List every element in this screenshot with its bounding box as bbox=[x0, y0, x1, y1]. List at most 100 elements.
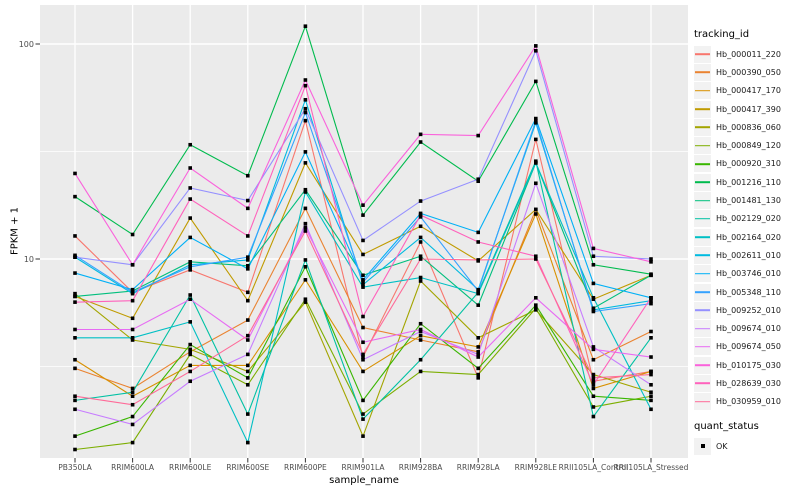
legend-key-line-icon bbox=[694, 210, 711, 228]
legend-item: Hb_009252_010 bbox=[694, 301, 798, 319]
data-point bbox=[73, 194, 77, 199]
data-point bbox=[130, 386, 135, 391]
legend-item: Hb_002129_020 bbox=[694, 210, 798, 228]
legend-item-label: Hb_000836_060 bbox=[716, 122, 781, 132]
data-point bbox=[73, 434, 77, 438]
legend-item: Hb_000417_170 bbox=[694, 82, 798, 100]
data-point bbox=[476, 345, 480, 349]
x-tick-label: RRIM600SE bbox=[226, 463, 269, 472]
data-point bbox=[534, 116, 538, 121]
data-point bbox=[649, 355, 653, 359]
quant-key-square-icon bbox=[694, 437, 711, 455]
data-point bbox=[591, 379, 596, 384]
data-point bbox=[591, 357, 596, 362]
plot-panel bbox=[40, 5, 688, 458]
legend-line-swatch bbox=[695, 144, 710, 147]
legend-line-swatch bbox=[695, 272, 710, 275]
data-point bbox=[188, 350, 192, 354]
legend-key-line-icon bbox=[694, 155, 711, 173]
y-tick-label: 10 bbox=[24, 255, 34, 264]
quant-status-items: OK bbox=[694, 437, 798, 455]
data-point bbox=[361, 412, 365, 416]
data-point bbox=[130, 338, 135, 342]
data-point bbox=[73, 300, 77, 304]
data-point bbox=[591, 386, 596, 391]
data-point bbox=[476, 366, 480, 371]
black-square-marker-icon bbox=[700, 444, 705, 449]
legend-line-swatch bbox=[695, 327, 710, 330]
data-point bbox=[418, 254, 423, 259]
data-point bbox=[649, 273, 653, 278]
data-point bbox=[361, 325, 365, 330]
data-point bbox=[130, 316, 135, 321]
data-point bbox=[476, 230, 480, 235]
legend-key-line-icon bbox=[694, 192, 711, 210]
data-point bbox=[246, 298, 250, 303]
legend-item: Hb_010175_030 bbox=[694, 356, 798, 374]
legend-key-line-icon bbox=[694, 301, 711, 319]
data-point bbox=[418, 213, 423, 217]
data-point bbox=[361, 434, 365, 438]
data-point bbox=[534, 48, 538, 53]
data-point bbox=[534, 79, 538, 84]
legend-key-line-icon bbox=[694, 374, 711, 392]
x-tick-label: RRIM901LA bbox=[342, 463, 386, 472]
data-point bbox=[591, 309, 596, 314]
data-point bbox=[188, 216, 192, 220]
data-point bbox=[649, 407, 653, 412]
legend-line-swatch bbox=[695, 218, 710, 220]
data-point bbox=[649, 257, 653, 261]
data-point bbox=[476, 177, 480, 182]
data-point bbox=[188, 186, 192, 190]
data-point bbox=[246, 369, 250, 374]
legend-key-line-icon bbox=[694, 45, 711, 63]
legend-item: Hb_001481_130 bbox=[694, 191, 798, 210]
data-point bbox=[188, 142, 192, 147]
legend-title-tracking-id: tracking_id bbox=[694, 29, 750, 40]
data-point bbox=[73, 447, 77, 452]
data-point bbox=[130, 390, 135, 395]
data-point bbox=[303, 150, 308, 154]
data-point bbox=[73, 271, 77, 275]
legend-key-line-icon bbox=[694, 118, 711, 136]
data-point bbox=[649, 369, 653, 374]
x-tick-label: RRIM600PE bbox=[284, 463, 327, 472]
data-point bbox=[188, 262, 192, 267]
data-point bbox=[418, 132, 423, 137]
data-point bbox=[476, 179, 480, 184]
legend-item-label: Hb_000849_120 bbox=[716, 141, 781, 151]
data-point bbox=[591, 246, 596, 251]
legend-item-label: Hb_001216_110 bbox=[716, 177, 781, 187]
data-point bbox=[303, 264, 308, 269]
data-point bbox=[361, 340, 365, 345]
data-point bbox=[649, 394, 653, 399]
legend-line-swatch bbox=[695, 291, 710, 293]
data-point bbox=[418, 275, 423, 280]
data-point bbox=[246, 333, 250, 338]
legend-item: Hb_000920_310 bbox=[694, 155, 798, 173]
data-point bbox=[73, 357, 77, 362]
data-point bbox=[361, 314, 365, 319]
legend-line-swatch bbox=[695, 71, 710, 74]
legend-item-label: Hb_002164_020 bbox=[716, 232, 781, 242]
data-point bbox=[130, 422, 135, 427]
legend-item: Hb_000417_390 bbox=[694, 100, 798, 118]
data-point bbox=[534, 181, 538, 186]
x-tick-label: RRIM600LA bbox=[111, 463, 155, 472]
data-point bbox=[188, 347, 192, 352]
legend-item: Hb_001216_110 bbox=[694, 173, 798, 191]
data-point bbox=[303, 297, 308, 302]
legend-item-label: Hb_009674_010 bbox=[716, 324, 781, 334]
data-point bbox=[591, 394, 596, 399]
legend-item: Hb_002611_010 bbox=[694, 246, 798, 264]
data-point bbox=[73, 394, 77, 399]
data-point bbox=[534, 212, 538, 216]
legend-item-label: Hb_002129_020 bbox=[716, 214, 781, 224]
data-point bbox=[418, 357, 423, 362]
data-point bbox=[303, 258, 308, 262]
data-point bbox=[130, 327, 135, 332]
data-point bbox=[130, 402, 135, 407]
data-point bbox=[303, 190, 308, 194]
data-point bbox=[418, 240, 423, 244]
